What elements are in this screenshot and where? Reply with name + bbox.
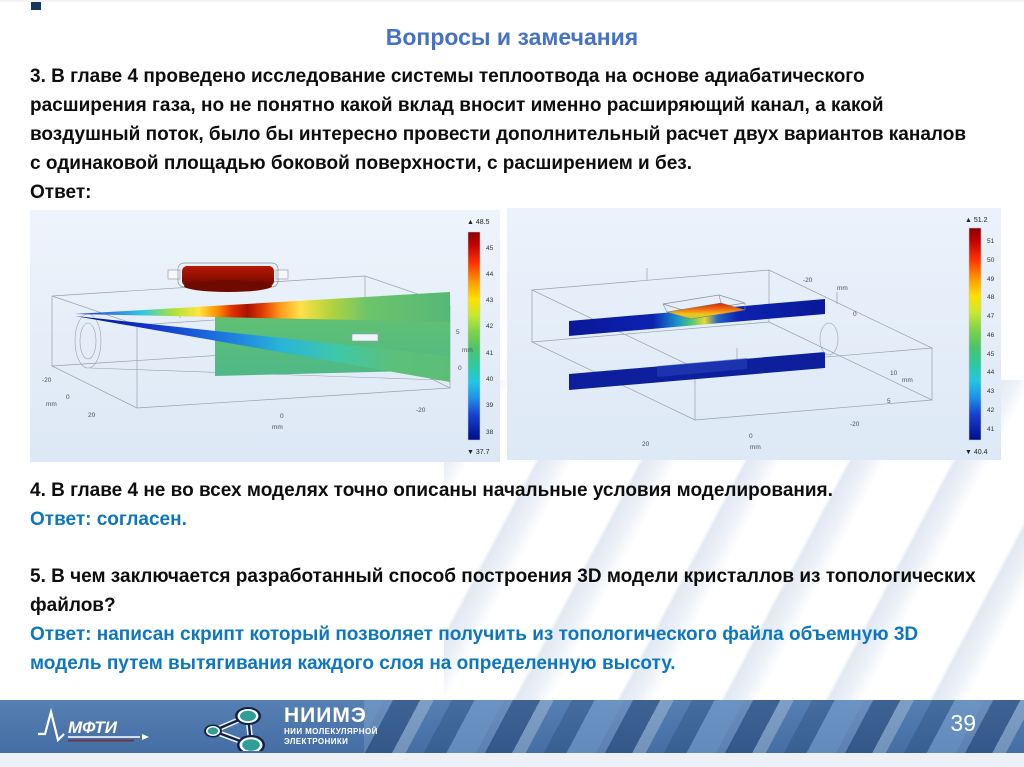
axis-tick: 0	[749, 433, 753, 440]
colorbar-tick-label: 50	[987, 257, 995, 264]
colorbar-tick-label: 51	[987, 238, 995, 245]
niime-molecule-icon	[204, 707, 265, 751]
niime-title: НИИМЭ	[284, 704, 367, 727]
question-3-text: 3. В главе 4 проведено исследование сист…	[30, 66, 967, 174]
question-5-answer: Ответ: написан скрипт который позволяет …	[30, 624, 919, 674]
footer-slash-pattern	[364, 700, 1024, 753]
axis-tick: -20	[803, 277, 813, 284]
axis-labels: -20 mm 0 10 mm 5 20 0 mm -20	[642, 277, 913, 451]
question-3-block: 3. В главе 4 проведено исследование сист…	[30, 62, 980, 207]
colorbar-tick-label: 44	[987, 369, 995, 376]
outlet-tube	[351, 333, 379, 342]
niime-subtitle-line2: ЭЛЕКТРОНИКИ	[284, 737, 349, 746]
molecule-nodes	[204, 707, 265, 751]
mfti-arrow-icon	[142, 734, 149, 740]
axis-unit: mm	[902, 377, 913, 384]
axis-labels: -20 0 mm 20 0 -20 mm 5 mm 0	[42, 329, 473, 431]
colorbar-min-label: ▼ 37.7	[467, 449, 490, 456]
footer-bottom-strip	[0, 753, 1024, 767]
colorbar-max-label: ▲ 48.5	[467, 219, 490, 226]
lower-channel-surface	[75, 316, 450, 382]
axis-unit: mm	[46, 401, 57, 408]
colorbar-tick-label: 41	[486, 350, 494, 357]
mfti-logo: МФТИ	[36, 707, 156, 751]
simulation-figure-expanding-channel: ▲ 48.5 45 44 43 42 41 40 39 38 ▼ 37.7 -2…	[30, 210, 500, 462]
mfti-pulse-icon	[38, 707, 65, 743]
colorbar-tick-label: 46	[987, 332, 995, 339]
axis-tick: -20	[416, 407, 426, 414]
axis-tick: 10	[890, 370, 898, 377]
colorbar-max-label: ▲ 51.2	[965, 217, 988, 224]
axis-tick: 5	[887, 398, 891, 405]
colorbar-tick-label: 43	[486, 297, 494, 304]
axis-tick: 20	[642, 441, 650, 448]
axis-tick: 0	[458, 365, 462, 372]
colorbar-tick-label: 47	[987, 313, 995, 320]
colorbar: ▲ 48.5 45 44 43 42 41 40 39 38 ▼ 37.7	[467, 219, 494, 456]
simulation-figure-straight-channel: ▲ 51.2 51 50 49 48 47 46 45 44 43 42 41 …	[507, 208, 1001, 460]
axis-tick: 0	[280, 413, 284, 420]
mfti-logo-graphic: МФТИ	[38, 707, 149, 743]
footer-bar	[0, 700, 1024, 753]
question-4-answer: Ответ: согласен.	[30, 509, 187, 530]
corner-decoration	[31, 2, 41, 10]
axis-unit: mm	[272, 424, 283, 431]
axis-unit: mm	[750, 444, 761, 451]
colorbar-tick-label: 45	[987, 351, 995, 358]
upper-channel-surface	[75, 292, 450, 322]
page-number: 39	[950, 710, 976, 736]
colorbar-tick-label: 38	[486, 429, 494, 436]
colorbar-tick-label: 45	[486, 245, 494, 252]
colorbar: ▲ 51.2 51 50 49 48 47 46 45 44 43 42 41 …	[965, 217, 995, 456]
colorbar-tick-label: 40	[486, 376, 494, 383]
axis-tick: 20	[88, 412, 96, 419]
wireframe-box	[530, 268, 934, 421]
niime-text-block: НИИМЭ НИИ МОЛЕКУЛЯРНОЙ ЭЛЕКТРОНИКИ	[284, 705, 378, 747]
colorbar-tick-label: 43	[987, 388, 995, 395]
niime-logo: НИИМЭ НИИ МОЛЕКУЛЯРНОЙ ЭЛЕКТРОНИКИ	[196, 701, 378, 751]
question-5-block: 5. В чем заключается разработанный спосо…	[30, 562, 980, 678]
axis-unit: mm	[837, 285, 848, 292]
tube-cylinder	[819, 322, 839, 356]
niime-subtitle-line1: НИИ МОЛЕКУЛЯРНОЙ	[284, 727, 378, 736]
question-4-block: 4. В главе 4 не во всех моделях точно оп…	[30, 476, 980, 534]
mfti-microtext-line	[68, 739, 134, 742]
colorbar-min-label: ▼ 40.4	[965, 449, 988, 456]
axis-tick: -20	[850, 421, 860, 428]
axis-unit: mm	[462, 347, 473, 354]
colorbar-tick-label: 48	[987, 294, 995, 301]
page-title: Вопросы и замечания	[385, 24, 639, 50]
heated-chip	[662, 294, 746, 320]
axis-tick: 0	[66, 394, 70, 401]
axis-tick: 5	[456, 329, 460, 336]
heated-chip	[167, 262, 289, 292]
colorbar-tick-label: 42	[486, 323, 494, 330]
axis-tick: 0	[853, 311, 857, 318]
colorbar-tick-label: 39	[486, 402, 494, 409]
mfti-label: МФТИ	[68, 718, 118, 737]
colorbar-tick-label: 49	[987, 276, 995, 283]
lower-strip-highlight	[657, 358, 747, 377]
question-4-text: 4. В главе 4 не во всех моделях точно оп…	[30, 480, 833, 501]
question-5-text: 5. В чем заключается разработанный спосо…	[30, 566, 976, 616]
colorbar-tick-label: 44	[486, 271, 494, 278]
colorbar-tick-label: 42	[987, 407, 995, 414]
axis-tick: -20	[42, 377, 52, 384]
top-border-line	[0, 0, 1024, 2]
colorbar-tick-label: 41	[987, 426, 995, 433]
question-3-answer-label: Ответ:	[30, 182, 92, 203]
